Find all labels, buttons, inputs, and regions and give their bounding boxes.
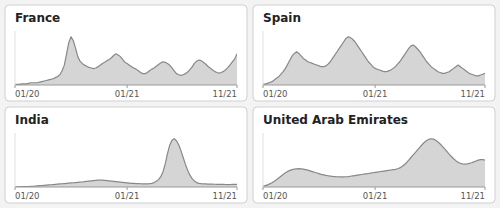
x-tick-label: 11/21 — [213, 89, 238, 99]
area — [263, 37, 485, 85]
x-tick — [485, 85, 486, 88]
title: United Arab Emirates — [263, 113, 408, 127]
line — [15, 139, 237, 187]
plot-area — [15, 139, 237, 187]
x-tick — [263, 187, 264, 190]
line — [263, 139, 485, 186]
x-tick — [263, 85, 264, 88]
x-tick — [15, 187, 16, 190]
x-tick — [237, 187, 238, 190]
area — [263, 139, 485, 187]
panel-background — [253, 107, 495, 203]
x-tick — [375, 187, 376, 190]
area — [15, 37, 237, 85]
x-tick-label: 11/21 — [461, 89, 486, 99]
title: France — [15, 11, 60, 25]
x-tick-label: 01/21 — [115, 89, 140, 99]
x-axis-line — [263, 85, 485, 86]
panel-background — [253, 5, 495, 101]
x-tick-label: 01/20 — [263, 191, 288, 201]
plot-area — [15, 37, 237, 85]
x-tick-label: 01/20 — [15, 89, 40, 99]
panel-background — [5, 107, 247, 203]
x-tick — [375, 85, 376, 88]
x-axis-line — [15, 187, 237, 188]
panel-background — [5, 5, 247, 101]
x-tick — [127, 85, 128, 88]
x-tick-label: 01/21 — [363, 191, 388, 201]
title: Spain — [263, 11, 301, 25]
y-axis-line — [15, 31, 16, 85]
x-tick — [485, 187, 486, 190]
x-tick-label: 11/21 — [461, 191, 486, 201]
x-tick — [15, 85, 16, 88]
x-tick-label: 11/21 — [213, 191, 238, 201]
panel: India 01/20 01/21 11/21 — [5, 107, 247, 203]
area — [15, 139, 237, 187]
x-tick-label: 01/21 — [363, 89, 388, 99]
x-axis-line — [263, 187, 485, 188]
plot-area — [263, 139, 485, 187]
y-axis-line — [263, 133, 264, 187]
x-tick-label: 01/20 — [263, 89, 288, 99]
plot-area — [263, 37, 485, 85]
x-tick-label: 01/20 — [15, 191, 40, 201]
x-tick — [237, 85, 238, 88]
title: India — [15, 113, 49, 127]
line — [263, 37, 485, 84]
x-tick — [127, 187, 128, 190]
line — [15, 37, 237, 85]
x-tick-label: 01/21 — [115, 191, 140, 201]
figure: France 01/20 01/21 11/21 Spain 01/20 01/21 11/2… — [0, 0, 500, 208]
panel: United Arab Emirates 01/20 01/21 11/21 — [253, 107, 495, 203]
panel: France 01/20 01/21 11/21 — [5, 5, 247, 101]
panel: Spain 01/20 01/21 11/21 — [253, 5, 495, 101]
x-axis-line — [15, 85, 237, 86]
y-axis-line — [263, 31, 264, 85]
y-axis-line — [15, 133, 16, 187]
